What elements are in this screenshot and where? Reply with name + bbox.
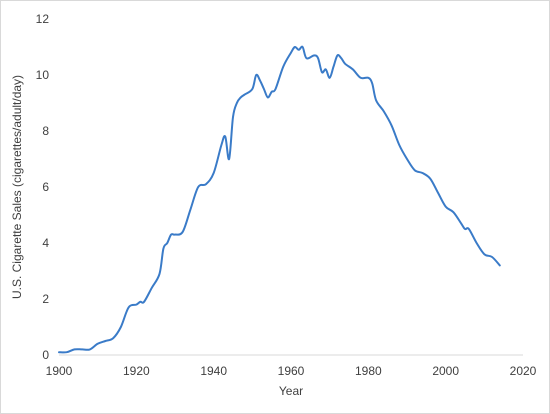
x-tick-label: 1920 xyxy=(123,364,150,378)
x-tick-label: 1980 xyxy=(355,364,382,378)
y-tick-label: 2 xyxy=(42,292,49,306)
x-tick-label: 1900 xyxy=(46,364,73,378)
series-layer xyxy=(58,45,501,354)
y-tick-label: 4 xyxy=(42,236,49,250)
x-tick-label: 1940 xyxy=(200,364,227,378)
y-axis-title: U.S. Cigarette Sales (cigarettes/adult/d… xyxy=(10,75,24,299)
y-tick-label: 8 xyxy=(42,124,49,138)
series-line xyxy=(58,45,501,354)
y-tick-labels: 0 2 4 6 8 10 12 xyxy=(36,12,50,362)
y-tick-label: 10 xyxy=(36,68,50,82)
x-axis-title: Year xyxy=(279,384,303,398)
x-tick-label: 2020 xyxy=(510,364,537,378)
y-tick-label: 12 xyxy=(36,12,50,26)
x-tick-label: 1960 xyxy=(278,364,305,378)
x-tick-labels: 1900 1920 1940 1960 1980 2000 2020 xyxy=(46,364,537,378)
y-tick-label: 0 xyxy=(42,348,49,362)
x-tick-label: 2000 xyxy=(432,364,459,378)
y-tick-label: 6 xyxy=(42,180,49,194)
